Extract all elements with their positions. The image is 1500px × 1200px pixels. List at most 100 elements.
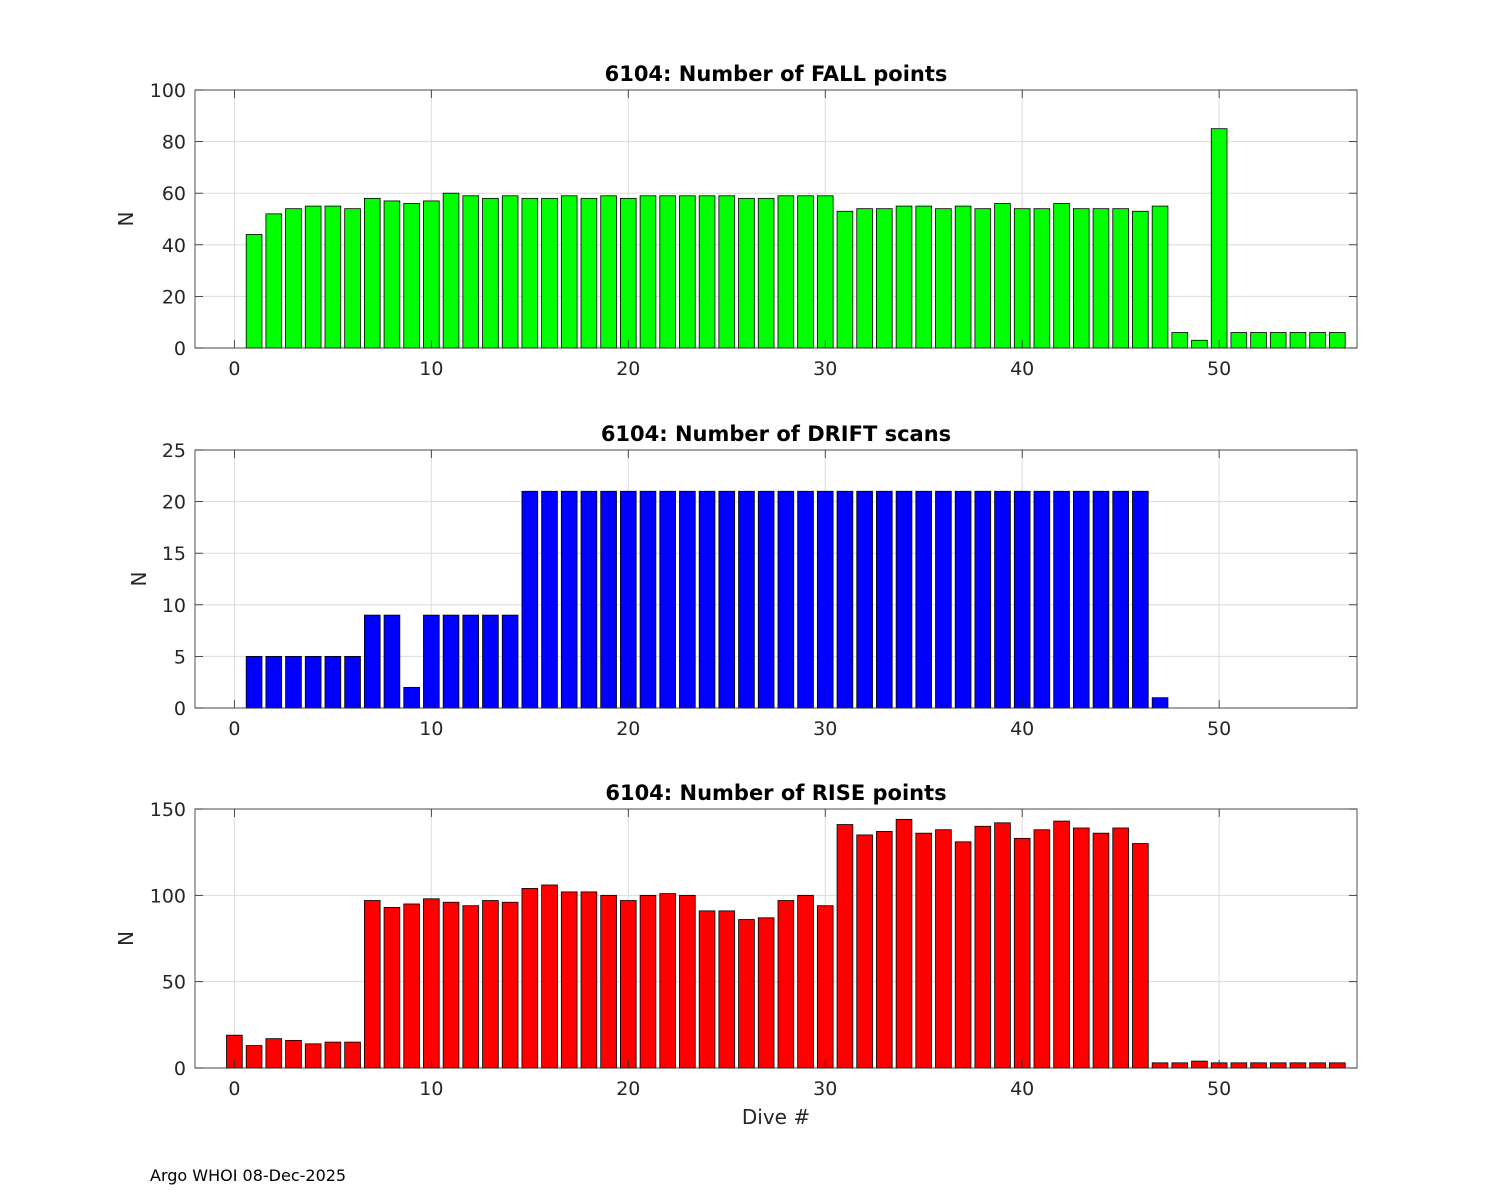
bar (718, 195, 736, 349)
bar (1072, 827, 1090, 1069)
bar (876, 208, 893, 349)
bar (1072, 208, 1090, 349)
x-tick-label: 40 (1010, 358, 1034, 380)
bar (915, 832, 932, 1069)
y-axis-label: N (127, 572, 151, 587)
bar (876, 490, 893, 709)
bar (1053, 203, 1070, 349)
x-tick-label: 20 (616, 718, 640, 740)
bar (659, 893, 676, 1069)
chart-title: 6104: Number of RISE points (605, 781, 946, 805)
bar (245, 234, 263, 349)
bar (442, 614, 460, 709)
y-tick-label: 0 (174, 698, 186, 720)
x-tick-label: 10 (419, 1078, 443, 1100)
bar (462, 905, 480, 1069)
bar (1132, 210, 1149, 349)
bar (304, 656, 322, 709)
bar (1210, 128, 1228, 349)
x-tick-label: 0 (228, 718, 240, 740)
bar (442, 901, 460, 1069)
bar (442, 192, 460, 349)
bar (541, 197, 558, 349)
bar (836, 490, 854, 709)
bar (718, 910, 736, 1069)
chart-panel-1: 0 10 20 30 40 50 0 20 40 60 80 100 6104: Number of F… (114, 62, 1358, 380)
bar (1132, 490, 1149, 709)
bar (639, 894, 657, 1069)
bar (895, 205, 913, 349)
y-tick-label: 100 (150, 80, 186, 102)
bar (1112, 490, 1129, 709)
y-tick-label: 20 (162, 286, 186, 308)
bar (403, 903, 420, 1069)
bar (856, 834, 873, 1069)
bar (1013, 490, 1031, 709)
bar (777, 490, 795, 709)
y-tick-label: 5 (174, 646, 186, 668)
bar (935, 490, 952, 709)
bar (659, 490, 676, 709)
bar (1309, 332, 1326, 349)
x-tick-label: 30 (813, 718, 837, 740)
bar (1269, 332, 1287, 349)
bar (698, 195, 716, 349)
bar (1151, 697, 1169, 709)
bar (285, 208, 302, 349)
bar (1013, 837, 1031, 1069)
bar (777, 900, 795, 1069)
bar (1269, 1062, 1287, 1069)
bar (403, 203, 420, 349)
bar (560, 195, 578, 349)
bar (363, 900, 381, 1069)
bar (1230, 332, 1248, 349)
y-tick-label: 40 (162, 235, 186, 257)
bar (994, 203, 1011, 349)
bar (620, 490, 637, 709)
bar (383, 907, 401, 1069)
bar (344, 1041, 361, 1069)
bar (482, 900, 499, 1069)
x-tick-label: 40 (1010, 1078, 1034, 1100)
bar (363, 614, 381, 709)
bar (856, 490, 873, 709)
bar (265, 1038, 283, 1069)
bar (1329, 1062, 1346, 1069)
bar (1191, 1060, 1208, 1069)
bar (738, 197, 755, 349)
y-tick-label: 10 (162, 595, 186, 617)
y-tick-label: 15 (162, 543, 186, 565)
bar (600, 195, 617, 349)
bar (560, 490, 578, 709)
bar (324, 205, 342, 349)
bar (895, 490, 913, 709)
x-tick-label: 50 (1207, 718, 1231, 740)
y-axis-label: N (114, 931, 138, 946)
bar (245, 1045, 263, 1069)
y-tick-label: 80 (162, 132, 186, 154)
y-axis-label: N (114, 212, 138, 227)
bar (265, 213, 283, 349)
bar (501, 614, 519, 709)
x-tick-label: 10 (419, 358, 443, 380)
bar (462, 195, 480, 349)
bar (344, 208, 361, 349)
bar (521, 888, 539, 1069)
bar (639, 195, 657, 349)
bar (757, 917, 775, 1069)
footer-label: Argo WHOI 08-Dec-2025 (150, 1166, 347, 1185)
y-tick-label: 0 (174, 1058, 186, 1080)
bar (974, 490, 992, 709)
bar (797, 195, 814, 349)
bar (600, 490, 617, 709)
bar (1092, 832, 1110, 1069)
bar (304, 205, 322, 349)
bar (954, 841, 972, 1069)
bar (856, 208, 873, 349)
x-axis-label: Dive # (742, 1105, 810, 1129)
bar (718, 490, 736, 709)
bar (482, 614, 499, 709)
x-tick-label: 0 (228, 1078, 240, 1100)
x-tick-label: 20 (616, 358, 640, 380)
